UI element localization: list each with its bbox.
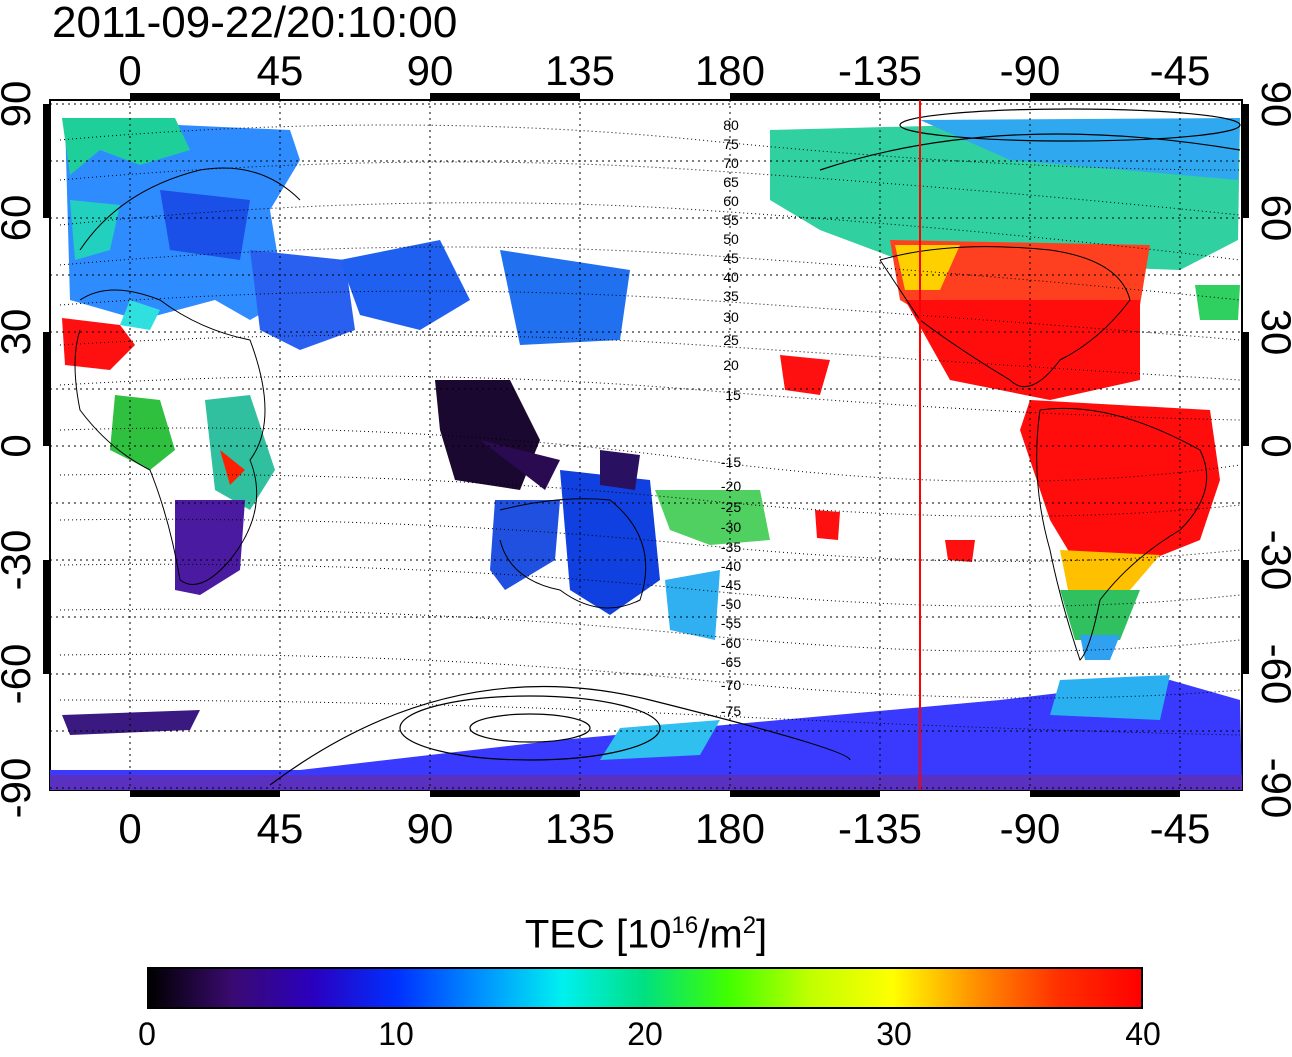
contour-label: -35 [721, 539, 741, 555]
lon-label-bottom: -90 [1000, 805, 1061, 852]
lon-label-top: -90 [1000, 47, 1061, 94]
timestamp: 2011-09-22/20:10:00 [52, 0, 458, 47]
lat-label-right: 90 [1253, 81, 1292, 128]
colorbar-tick-label: 40 [1125, 1016, 1161, 1052]
lat-label-right: -90 [1253, 758, 1292, 819]
lat-label-left: -60 [0, 644, 39, 705]
lon-label-bottom: 90 [407, 805, 454, 852]
contour-label: 80 [723, 117, 739, 133]
lat-label-right: -60 [1253, 644, 1292, 705]
contour-label: 70 [723, 155, 739, 171]
coastlines [74, 167, 1208, 661]
contour-label: 45 [723, 250, 739, 266]
lat-label-left: -90 [0, 758, 39, 819]
lon-label-top: 45 [257, 47, 304, 94]
lon-label-top: -135 [838, 47, 922, 94]
contour-label: -20 [721, 478, 741, 494]
lon-label-top: 90 [407, 47, 454, 94]
magnetic-contours [59, 124, 1241, 736]
colorbar-tick-label: 30 [876, 1016, 912, 1052]
lon-label-top: 0 [118, 47, 141, 94]
contour-label: -40 [721, 558, 741, 574]
colorbar-title-exp1: 16 [671, 912, 699, 939]
lat-label-right: 60 [1253, 195, 1292, 242]
lat-label-left: -30 [0, 530, 39, 591]
lat-label-left: 90 [0, 81, 39, 128]
contour-label: 50 [723, 231, 739, 247]
colorbar-tick-label: 10 [378, 1016, 414, 1052]
colorbar-tick-label: 20 [627, 1016, 663, 1052]
contour-label: -55 [721, 615, 741, 631]
contour-label: -75 [721, 703, 741, 719]
contour-label: 65 [723, 174, 739, 190]
lon-label-top: -45 [1150, 47, 1211, 94]
axis-ticks [43, 93, 1249, 797]
lon-label-bottom: 45 [257, 805, 304, 852]
lon-label-top: 180 [695, 47, 765, 94]
contour-label: -70 [721, 677, 741, 693]
contour-label: -25 [721, 499, 741, 515]
lat-label-right: -30 [1253, 530, 1292, 591]
contour-label: 55 [723, 212, 739, 228]
contour-label: 25 [723, 332, 739, 348]
contour-label: 60 [723, 193, 739, 209]
lat-label-right: 0 [1253, 434, 1292, 457]
contour-label: -30 [721, 519, 741, 535]
contour-label: 20 [723, 357, 739, 373]
contour-label: 15 [725, 387, 741, 403]
lon-label-bottom: -135 [838, 805, 922, 852]
colorbar [147, 967, 1143, 1009]
lat-label-left: 30 [0, 309, 39, 356]
contour-label: 30 [723, 309, 739, 325]
lon-label-bottom: 0 [118, 805, 141, 852]
contour-label: 75 [723, 136, 739, 152]
contour-label: 35 [723, 288, 739, 304]
pole-contours [269, 108, 1241, 786]
lat-label-right: 30 [1253, 309, 1292, 356]
contour-label: -50 [721, 596, 741, 612]
contour-label: -60 [721, 635, 741, 651]
colorbar-title-mid: /m [698, 912, 743, 957]
contour-label: 40 [723, 269, 739, 285]
lon-label-bottom: -45 [1150, 805, 1211, 852]
colorbar-title: TEC [1016/m2] [0, 902, 1292, 958]
graticule [50, 100, 1242, 790]
contour-label: -45 [721, 577, 741, 593]
lon-label-top: 135 [545, 47, 615, 94]
contour-label: -65 [721, 654, 741, 670]
colorbar-tick-label: 0 [138, 1016, 156, 1052]
lat-label-left: 0 [0, 434, 39, 457]
colorbar-title-prefix: TEC [10 [524, 912, 672, 957]
colorbar-title-exp2: 2 [742, 912, 757, 939]
lon-label-bottom: 180 [695, 805, 765, 852]
contour-label: -15 [721, 454, 741, 470]
lon-label-bottom: 135 [545, 805, 615, 852]
colorbar-title-suffix: ] [756, 912, 768, 957]
lat-label-left: 60 [0, 195, 39, 242]
tec-data-layer [50, 118, 1242, 790]
tec-map: 0 45 90 135 180 -135 -90 -45 0 45 90 135… [0, 47, 1292, 852]
